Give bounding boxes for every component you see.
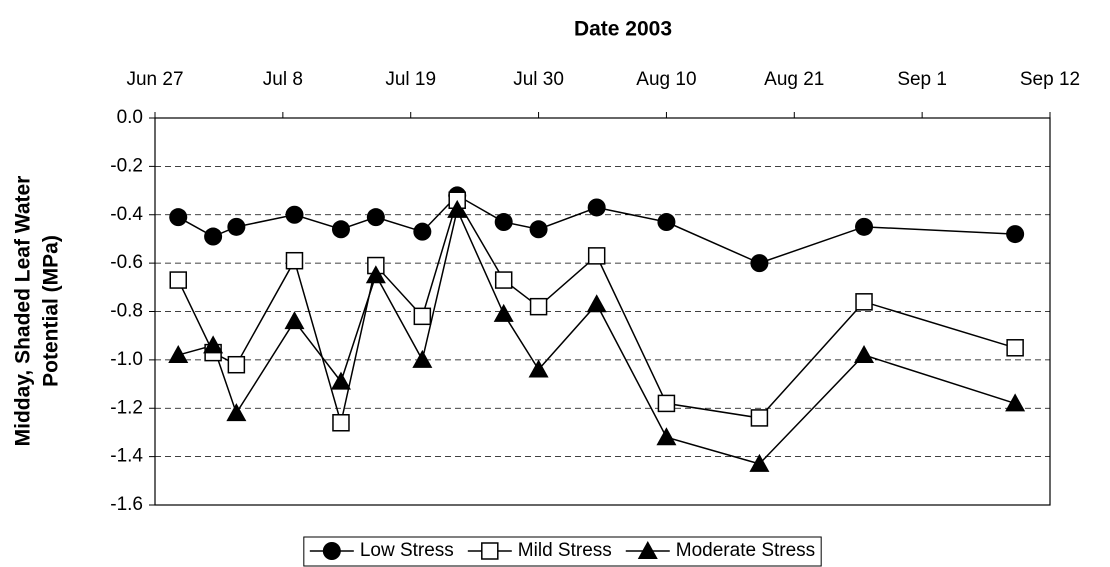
- legend-box: [303, 536, 822, 567]
- marker: [412, 349, 433, 368]
- marker: [494, 213, 513, 232]
- marker: [227, 355, 246, 374]
- x-tick-label: Sep 12: [1020, 69, 1080, 90]
- marker: [494, 271, 513, 289]
- x-tick-label: Aug 21: [764, 69, 824, 90]
- legend-label: Moderate Stress: [676, 540, 815, 561]
- x-tick-label: Jun 27: [126, 69, 183, 90]
- y-tick-label: 0.0: [117, 107, 143, 128]
- marker: [587, 247, 606, 265]
- marker: [656, 427, 677, 446]
- marker: [169, 271, 187, 289]
- y-tick-label: -1.6: [110, 494, 143, 515]
- marker: [330, 371, 351, 390]
- marker: [168, 345, 189, 364]
- marker: [284, 311, 305, 330]
- marker: [1005, 393, 1026, 412]
- marker: [529, 297, 548, 316]
- x-tick-label: Jul 30: [513, 69, 564, 90]
- marker: [226, 403, 247, 422]
- y-tick-label: -1.0: [110, 349, 143, 370]
- marker: [750, 254, 769, 273]
- x-tick-label: Jul 8: [263, 69, 303, 90]
- marker: [322, 542, 341, 560]
- marker: [529, 220, 548, 239]
- marker: [227, 217, 246, 236]
- marker: [750, 409, 769, 427]
- marker: [285, 251, 304, 270]
- x-tick-label: Aug 10: [636, 69, 696, 90]
- marker: [366, 208, 385, 227]
- marker: [855, 217, 874, 236]
- y-axis-title: Midday, Shaded Leaf Water: [12, 176, 35, 447]
- marker: [413, 222, 432, 241]
- x-tick-label: Jul 19: [385, 69, 436, 90]
- marker: [657, 213, 676, 232]
- marker: [331, 220, 350, 239]
- marker: [1006, 225, 1025, 244]
- marker: [169, 208, 188, 227]
- x-tick-label: Sep 1: [897, 69, 947, 90]
- marker: [493, 303, 514, 322]
- y-tick-label: -0.2: [110, 155, 143, 176]
- legend-label: Mild Stress: [518, 540, 612, 561]
- marker: [657, 394, 676, 413]
- marker: [481, 542, 499, 560]
- marker: [204, 227, 223, 246]
- x-axis-title: Date 2003: [574, 18, 672, 41]
- marker: [749, 453, 770, 472]
- marker: [855, 293, 873, 311]
- y-tick-label: -0.6: [110, 252, 143, 273]
- y-tick-label: -1.4: [110, 446, 143, 467]
- marker: [1006, 339, 1024, 357]
- plot-area: [154, 117, 1051, 506]
- marker: [447, 199, 468, 218]
- marker: [637, 541, 658, 559]
- marker: [332, 414, 350, 432]
- marker: [586, 294, 607, 313]
- y-tick-label: -0.4: [110, 204, 143, 225]
- marker: [413, 307, 432, 326]
- marker: [285, 205, 304, 224]
- marker: [587, 198, 606, 217]
- y-axis-title: Potential (MPa): [40, 235, 63, 387]
- marker: [203, 335, 224, 354]
- marker: [528, 359, 549, 378]
- marker: [365, 265, 386, 284]
- legend: Low Stress Mild Stress Moderate Stress: [303, 536, 822, 567]
- marker: [854, 345, 875, 364]
- y-tick-label: -1.2: [110, 397, 143, 418]
- y-tick-label: -0.8: [110, 301, 143, 322]
- legend-label: Low Stress: [360, 540, 454, 561]
